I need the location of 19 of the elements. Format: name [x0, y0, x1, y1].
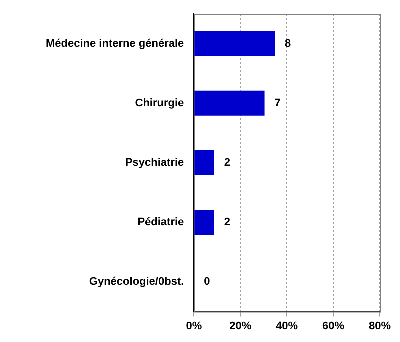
x-tick-label: 60%: [322, 320, 345, 332]
x-tick-label: 20%: [230, 320, 252, 332]
bar: [194, 90, 265, 116]
annotation: 2: [224, 156, 230, 169]
annotation: 8: [285, 38, 292, 50]
annotation: 7: [274, 97, 281, 110]
bar: [194, 210, 214, 235]
bar: [194, 150, 214, 176]
y-tick-label: Pédiatrie: [138, 216, 184, 228]
x-tick-label: 80%: [368, 320, 392, 332]
bar: [194, 31, 275, 56]
x-tick-label: 40%: [276, 320, 298, 332]
y-tick-label: Chirurgie: [135, 97, 184, 110]
y-tick-label: Médecine interne générale: [46, 38, 184, 50]
y-tick-label: Gynécologie/0bst.: [89, 276, 184, 288]
y-tick-label: Psychiatrie: [125, 156, 184, 169]
x-tick-label: 0%: [186, 320, 202, 332]
annotation: 0: [204, 276, 210, 288]
annotation: 2: [224, 216, 230, 228]
